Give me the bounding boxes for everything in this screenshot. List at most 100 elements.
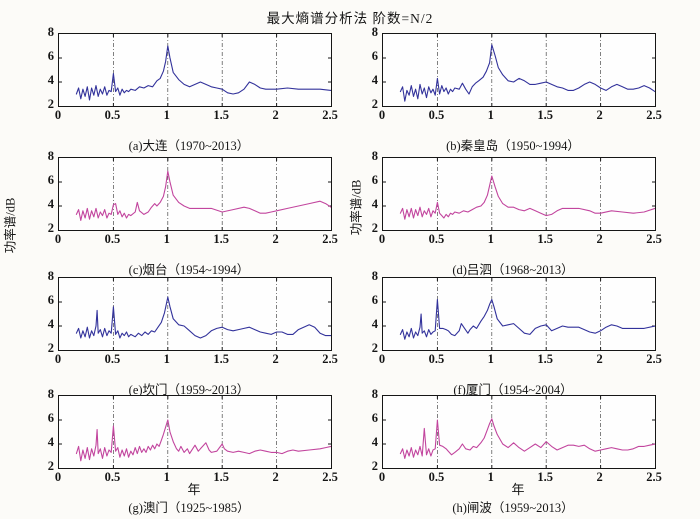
x-tick-label: 2.5 — [646, 108, 662, 122]
subplot-c-yantai: 8 6 4 2 0 0.5 1 1.5 2 2.5 (c)烟台（1954~1994） — [32, 150, 338, 279]
plot-area — [58, 277, 332, 351]
x-tick-label: 0 — [378, 108, 386, 122]
x-tick-label: 0.5 — [428, 108, 445, 122]
y-tick-label: 4 — [371, 435, 378, 450]
x-tick-label: 1.5 — [537, 470, 553, 484]
x-tick-label: 2 — [272, 352, 279, 366]
x-tick-label: 2 — [596, 352, 603, 366]
y-tick-labels: 8 6 4 2 — [32, 150, 56, 234]
y-tick-labels: 8 6 4 2 — [32, 388, 56, 472]
x-tick-label: 1.5 — [213, 470, 229, 484]
subplot-h-zhapo: 8 6 4 2 0 0.5 1 1.5 2 2.5 年 (h)闸波（1959~2013） — [356, 388, 662, 517]
y-tick-label: 4 — [371, 317, 378, 332]
x-tick-label: 0 — [54, 470, 62, 484]
spectrum-curve-g — [59, 396, 331, 468]
x-tick-label: 1 — [163, 108, 170, 122]
y-tick-label: 4 — [47, 197, 54, 212]
plot-area — [58, 33, 332, 107]
spectrum-curve-c — [59, 158, 331, 230]
spectrum-curve-h — [383, 396, 655, 468]
y-tick-label: 8 — [371, 269, 378, 284]
x-tick-labels: 0 0.5 1 1.5 2 2.5 — [378, 232, 662, 247]
x-tick-label: 0 — [54, 352, 62, 366]
spectrum-curve-d — [383, 158, 655, 230]
x-tick-label: 2 — [596, 108, 603, 122]
x-axis-label: 年 — [511, 482, 525, 497]
subplot-caption: (c)烟台（1954~1994） — [128, 263, 250, 277]
subplot-e-kanmen: 8 6 4 2 0 0.5 1 1.5 2 2.5 (e)坎门（1959~2013） — [32, 270, 338, 399]
y-tick-label: 4 — [47, 317, 54, 332]
x-tick-label: 1.5 — [213, 108, 229, 122]
x-tick-label: 0 — [378, 470, 386, 484]
y-tick-labels: 8 6 4 2 — [32, 270, 56, 354]
x-tick-label: 0 — [378, 232, 386, 246]
x-tick-labels: 0 0.5 1 1.5 2 2.5 — [54, 352, 338, 367]
x-tick-label: 0.5 — [428, 470, 445, 484]
x-tick-label: 2 — [272, 232, 279, 246]
x-tick-label: 1 — [163, 352, 170, 366]
y-tick-label: 8 — [371, 387, 378, 402]
y-tick-label: 2 — [371, 341, 378, 356]
y-tick-label: 4 — [371, 73, 378, 88]
y-tick-label: 4 — [47, 435, 54, 450]
y-tick-label: 8 — [47, 269, 54, 284]
y-tick-label: 4 — [47, 73, 54, 88]
spectrum-curve-b — [383, 34, 655, 106]
y-tick-label: 6 — [47, 49, 54, 64]
x-tick-label: 1 — [487, 108, 494, 122]
x-tick-label: 2.5 — [646, 352, 662, 366]
subplot-g-aomen: 8 6 4 2 0 0.5 1 1.5 2 2.5 年 (g)澳门（1925~1985） — [32, 388, 338, 517]
x-tick-label: 2.5 — [646, 232, 662, 246]
plot-area — [58, 395, 332, 469]
x-tick-label: 1.5 — [537, 352, 553, 366]
y-tick-label: 8 — [371, 149, 378, 164]
x-tick-label: 0 — [378, 352, 386, 366]
y-tick-labels: 8 6 4 2 — [356, 26, 380, 110]
y-tick-label: 6 — [47, 293, 54, 308]
subplot-b-qinhuangdao: 8 6 4 2 0 0.5 1 1.5 2 2.5 (b)秦皇岛（1950~1994） — [356, 26, 662, 155]
x-tick-label: 2 — [272, 108, 279, 122]
x-tick-labels: 0 0.5 1 1.5 2 2.5 — [54, 108, 338, 123]
y-tick-label: 6 — [371, 293, 378, 308]
x-tick-labels: 0 0.5 1 1.5 2 2.5 — [378, 470, 662, 485]
x-tick-label: 0 — [54, 108, 62, 122]
plot-area — [58, 157, 332, 231]
subplot-caption: (f)厦门（1954~2004） — [453, 383, 573, 397]
subplot-d-lvsi: 8 6 4 2 0 0.5 1 1.5 2 2.5 (d)吕泗（1968~2013） — [356, 150, 662, 279]
x-tick-label: 0.5 — [104, 108, 121, 122]
x-tick-label: 2.5 — [322, 232, 338, 246]
y-tick-label: 2 — [371, 221, 378, 236]
x-tick-label: 1 — [487, 470, 494, 484]
subplot-caption: (a)大连（1970~2013） — [128, 139, 250, 153]
y-axis-label-left: 功率谱/dB — [3, 197, 18, 254]
x-tick-labels: 0 0.5 1 1.5 2 2.5 — [378, 352, 662, 367]
x-tick-labels: 0 0.5 1 1.5 2 2.5 — [54, 470, 338, 485]
x-tick-label: 1.5 — [537, 108, 553, 122]
y-tick-label: 8 — [47, 149, 54, 164]
y-tick-labels: 8 6 4 2 — [356, 150, 380, 234]
y-tick-label: 6 — [371, 49, 378, 64]
x-tick-label: 1 — [163, 232, 170, 246]
y-tick-label: 2 — [371, 459, 378, 474]
x-tick-label: 1 — [487, 352, 494, 366]
spectrum-curve-e — [59, 278, 331, 350]
y-tick-label: 8 — [47, 25, 54, 40]
y-tick-labels: 8 6 4 2 — [32, 26, 56, 110]
x-tick-label: 2.5 — [322, 470, 338, 484]
spectrum-curve-a — [59, 34, 331, 106]
subplot-caption: (g)澳门（1925~1985） — [128, 501, 250, 515]
x-tick-label: 1.5 — [213, 352, 229, 366]
x-tick-label: 0.5 — [428, 232, 445, 246]
subplot-f-xiamen: 8 6 4 2 0 0.5 1 1.5 2 2.5 (f)厦门（1954~2004） — [356, 270, 662, 399]
x-tick-label: 2 — [596, 470, 603, 484]
spectrum-curve-f — [383, 278, 655, 350]
x-tick-label: 2.5 — [322, 352, 338, 366]
x-axis-label: 年 — [187, 482, 201, 497]
plot-area — [382, 395, 656, 469]
y-tick-label: 6 — [371, 411, 378, 426]
y-tick-label: 6 — [371, 173, 378, 188]
x-tick-label: 2 — [596, 232, 603, 246]
x-tick-labels: 0 0.5 1 1.5 2 2.5 — [378, 108, 662, 123]
y-tick-label: 8 — [371, 25, 378, 40]
